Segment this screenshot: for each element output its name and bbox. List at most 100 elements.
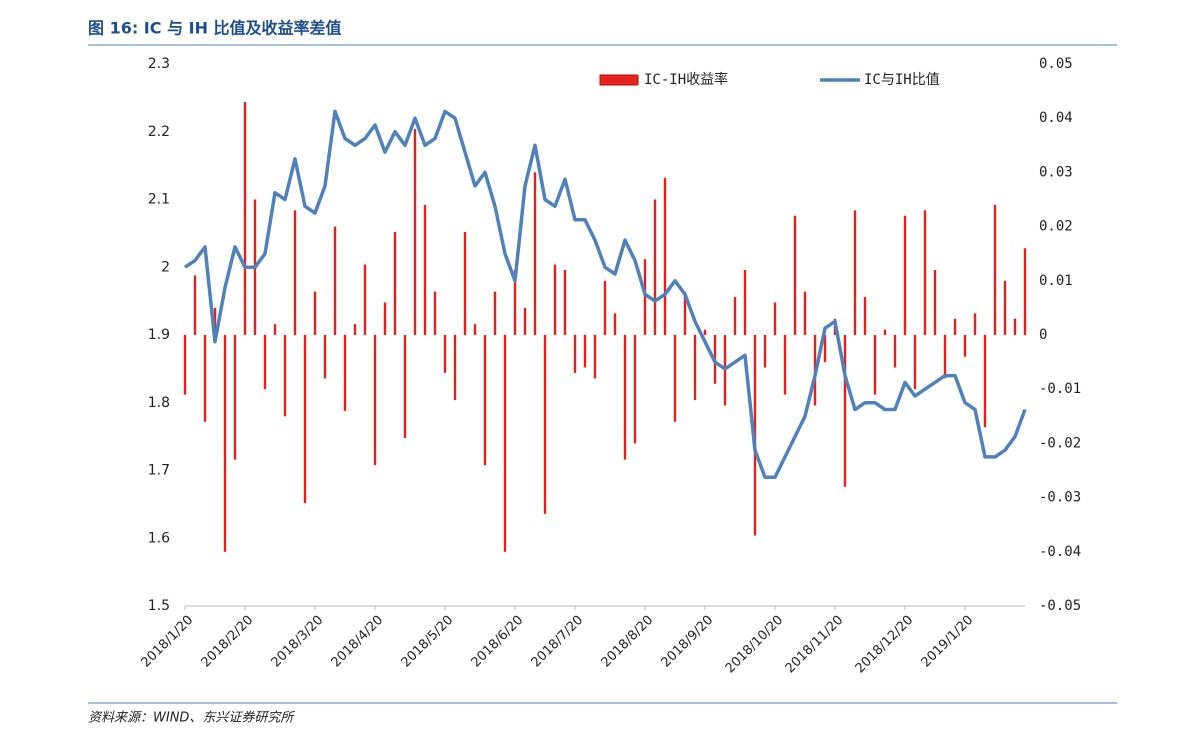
- bar: [783, 335, 787, 395]
- bar: [873, 335, 877, 395]
- bar: [1013, 318, 1017, 335]
- bar: [423, 204, 427, 335]
- bar: [883, 329, 887, 335]
- bar: [793, 215, 797, 335]
- bar: [993, 204, 997, 335]
- y-tick-label: 2.3: [148, 56, 170, 72]
- bar: [473, 324, 477, 335]
- bar: [893, 335, 897, 368]
- bar: [373, 335, 377, 466]
- bar: [203, 335, 207, 422]
- bar: [493, 291, 497, 335]
- y-tick-label: 2.2: [148, 124, 170, 140]
- bar: [743, 269, 747, 335]
- bar: [763, 335, 767, 368]
- bar: [293, 210, 297, 335]
- legend-label: IC与IH比值: [864, 72, 940, 88]
- bar: [1003, 280, 1007, 335]
- x-tick-label: 2018/7/20: [529, 613, 587, 671]
- y-tick-label: 1.6: [148, 530, 170, 546]
- bar: [623, 335, 627, 460]
- bar: [393, 232, 397, 335]
- bar: [233, 335, 237, 460]
- bar: [453, 335, 457, 401]
- bar: [643, 259, 647, 335]
- bar: [443, 335, 447, 373]
- y-tick-label: 1.5: [148, 598, 170, 614]
- bar: [843, 335, 847, 487]
- bar: [573, 335, 577, 373]
- bar: [773, 302, 777, 335]
- bar: [523, 307, 527, 335]
- x-tick-label: 2018/12/20: [853, 613, 917, 677]
- bar: [323, 335, 327, 379]
- bar: [553, 264, 557, 335]
- bar: [983, 335, 987, 428]
- bar: [903, 215, 907, 335]
- line-series: [184, 109, 1027, 480]
- bar: [943, 335, 947, 379]
- y2-tick-label: -0.02: [1039, 435, 1081, 451]
- bar: [363, 264, 367, 335]
- bar: [193, 275, 197, 335]
- bar: [823, 335, 827, 363]
- x-tick-label: 2018/10/20: [723, 613, 787, 677]
- bar: [563, 269, 567, 335]
- x-tick-label: 2018/9/20: [659, 613, 717, 671]
- x-tick-label: 2018/1/20: [139, 613, 197, 671]
- x-tick-label: 2018/5/20: [399, 613, 457, 671]
- bar: [613, 313, 617, 335]
- x-tick-label: 2018/8/20: [599, 613, 657, 671]
- bar: [603, 280, 607, 335]
- x-tick-label: 2018/2/20: [199, 613, 257, 671]
- bar: [223, 335, 227, 552]
- bar: [583, 335, 587, 368]
- bar: [663, 177, 667, 335]
- y2-tick-label: 0.01: [1039, 273, 1073, 289]
- bar: [503, 335, 507, 552]
- x-tick-label: 2018/6/20: [469, 613, 527, 671]
- x-tick-label: 2018/11/20: [783, 613, 847, 677]
- bar: [1023, 248, 1027, 335]
- y2-tick-label: 0.04: [1039, 110, 1073, 126]
- bar: [633, 335, 637, 444]
- y-tick-label: 2.1: [148, 192, 170, 208]
- bar: [343, 335, 347, 411]
- bar: [923, 210, 927, 335]
- bar: [593, 335, 597, 379]
- bar: [963, 335, 967, 357]
- y2-tick-label: 0: [1039, 327, 1047, 343]
- bar: [353, 324, 357, 335]
- bar: [273, 324, 277, 335]
- bar: [513, 269, 517, 335]
- bar: [853, 210, 857, 335]
- y-tick-label: 1.8: [148, 395, 170, 411]
- y2-tick-label: -0.04: [1039, 544, 1081, 560]
- y2-tick-label: 0.02: [1039, 219, 1073, 235]
- y2-tick-label: 0.03: [1039, 164, 1073, 180]
- bar: [703, 329, 707, 335]
- bar: [693, 335, 697, 401]
- bar: [533, 172, 537, 335]
- y-tick-label: 1.9: [148, 327, 170, 343]
- x-tick-label: 2019/1/20: [919, 613, 977, 671]
- y2-tick-label: -0.03: [1039, 490, 1081, 506]
- y-tick-label: 1.7: [148, 463, 170, 479]
- bar: [263, 335, 267, 390]
- bar: [243, 101, 247, 335]
- bar: [483, 335, 487, 466]
- chart-title: 图 16: IC 与 IH 比值及收益率差值: [88, 19, 342, 38]
- bar: [653, 199, 657, 335]
- legend-swatch: [599, 74, 639, 86]
- bar: [463, 232, 467, 335]
- bar: [953, 318, 957, 335]
- y2-tick-label: 0.05: [1039, 56, 1073, 72]
- bar: [803, 291, 807, 335]
- y2-tick-label: -0.01: [1039, 381, 1081, 397]
- bar: [283, 335, 287, 417]
- bar: [673, 335, 677, 422]
- bar: [313, 291, 317, 335]
- bar: [383, 302, 387, 335]
- bar: [433, 291, 437, 335]
- bar: [543, 335, 547, 514]
